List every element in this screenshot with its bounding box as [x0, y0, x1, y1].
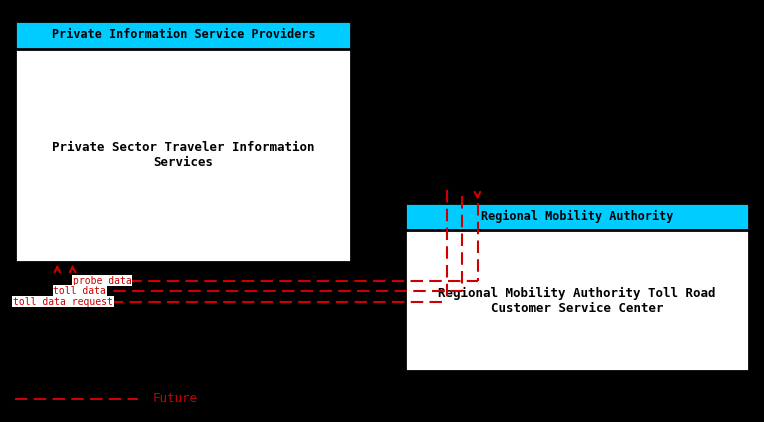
Bar: [15, 21, 351, 262]
Text: Regional Mobility Authority: Regional Mobility Authority: [481, 210, 673, 223]
Bar: [405, 203, 749, 230]
Text: toll data request: toll data request: [13, 297, 113, 307]
Text: Regional Mobility Authority Toll Road
Customer Service Center: Regional Mobility Authority Toll Road Cu…: [438, 287, 716, 315]
Text: Private Information Service Providers: Private Information Service Providers: [51, 28, 316, 41]
Text: Private Sector Traveler Information
Services: Private Sector Traveler Information Serv…: [52, 141, 315, 169]
Bar: [15, 21, 351, 49]
Text: toll data: toll data: [53, 286, 106, 296]
Text: Future: Future: [153, 392, 198, 405]
Bar: [405, 203, 749, 371]
Text: probe data: probe data: [73, 276, 131, 286]
